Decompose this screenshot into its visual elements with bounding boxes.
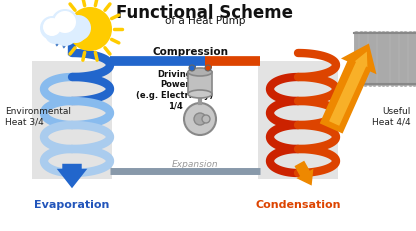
Text: Compression: Compression bbox=[152, 47, 228, 57]
Text: of a Heat Pump: of a Heat Pump bbox=[165, 16, 245, 26]
FancyArrowPatch shape bbox=[329, 52, 367, 126]
Circle shape bbox=[51, 10, 79, 38]
Text: Condensation: Condensation bbox=[255, 199, 341, 209]
Circle shape bbox=[45, 25, 65, 45]
Circle shape bbox=[194, 113, 206, 125]
Circle shape bbox=[205, 66, 211, 72]
Circle shape bbox=[66, 24, 86, 44]
Circle shape bbox=[189, 66, 195, 72]
Circle shape bbox=[65, 16, 91, 42]
Circle shape bbox=[54, 12, 76, 34]
Text: Expansion: Expansion bbox=[172, 159, 218, 168]
Bar bbox=[258, 62, 338, 179]
Text: Environmental
Heat 3/4: Environmental Heat 3/4 bbox=[5, 107, 71, 126]
Text: Useful
Heat 4/4: Useful Heat 4/4 bbox=[372, 107, 411, 126]
Circle shape bbox=[184, 103, 216, 135]
Bar bbox=[188, 73, 212, 94]
Ellipse shape bbox=[188, 69, 212, 77]
Circle shape bbox=[43, 19, 61, 37]
Ellipse shape bbox=[188, 91, 212, 99]
Circle shape bbox=[68, 8, 112, 52]
Text: Driving
Power
(e.g. Electricity)
1/4: Driving Power (e.g. Electricity) 1/4 bbox=[136, 70, 214, 110]
FancyArrowPatch shape bbox=[57, 164, 87, 188]
Bar bbox=[354, 32, 416, 87]
FancyArrowPatch shape bbox=[320, 44, 376, 134]
Text: Evaporation: Evaporation bbox=[34, 199, 110, 209]
Circle shape bbox=[52, 21, 78, 47]
Text: Functional Scheme: Functional Scheme bbox=[116, 4, 294, 22]
Circle shape bbox=[40, 17, 64, 41]
Circle shape bbox=[202, 116, 210, 123]
Bar bbox=[32, 62, 112, 179]
FancyArrowPatch shape bbox=[295, 161, 313, 186]
